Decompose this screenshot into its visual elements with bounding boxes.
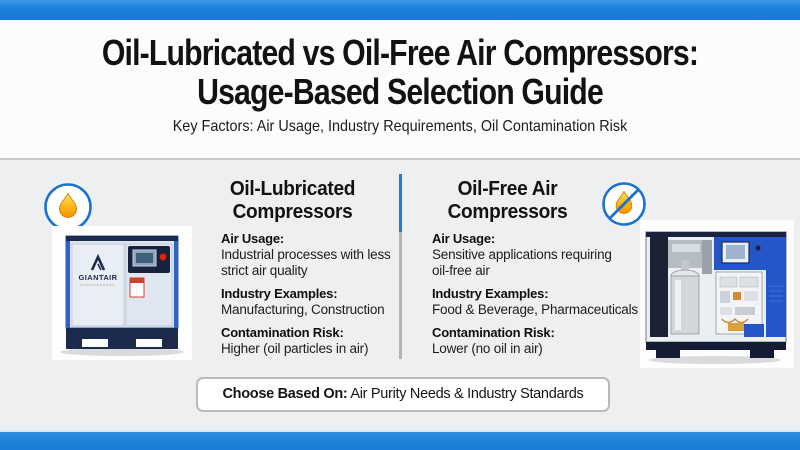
row-label: Contamination Risk: <box>221 325 344 340</box>
row-label: Contamination Risk: <box>432 325 555 340</box>
oil-drop-icon <box>42 181 94 238</box>
row-value: Manufacturing, Construction <box>221 302 385 317</box>
right-row-industry-examples: Industry Examples: Food & Beverage, Phar… <box>432 286 638 318</box>
row-label: Industry Examples: <box>221 286 338 301</box>
brand-text: GIANTAIR <box>79 273 118 282</box>
no-oil-drop-icon <box>600 180 648 233</box>
subtitle: Key Factors: Air Usage, Industry Require… <box>172 118 628 135</box>
row-value: Food & Beverage, Pharmaceuticals <box>432 302 638 317</box>
row-label: Industry Examples: <box>432 286 549 301</box>
oil-lubricated-compressor-image: GIANTAIR COMPRESSORS <box>52 226 192 360</box>
footer-value: Air Purity Needs & Industry Standards <box>350 386 584 402</box>
right-column-details: Air Usage: Sensitive applications requir… <box>432 231 638 364</box>
right-heading-line-1: Oil-Free Air <box>457 177 558 200</box>
right-heading-line-2: Compressors <box>447 200 568 223</box>
right-row-air-usage: Air Usage: Sensitive applications requir… <box>432 231 612 279</box>
oil-free-compressor-image <box>640 220 794 368</box>
footer-recommendation: Choose Based On: Air Purity Needs & Indu… <box>196 377 610 412</box>
right-column-heading: Oil-Free Air Compressors <box>431 177 584 223</box>
divider-top <box>399 174 402 232</box>
row-label: Air Usage: <box>221 231 285 246</box>
bottom-accent-bar <box>0 430 800 450</box>
left-column-heading: Oil-Lubricated Compressors <box>216 177 369 223</box>
row-value: Lower (no oil in air) <box>432 341 543 356</box>
left-column-details: Air Usage: Industrial processes with les… <box>221 231 399 364</box>
header: Oil-Lubricated vs Oil-Free Air Compresso… <box>0 20 800 160</box>
row-value: Industrial processes with less strict ai… <box>221 247 391 278</box>
title-line-1: Oil-Lubricated vs Oil-Free Air Compresso… <box>101 32 699 73</box>
left-row-air-usage: Air Usage: Industrial processes with les… <box>221 231 399 279</box>
top-accent-bar <box>0 0 800 20</box>
row-label: Air Usage: <box>432 231 496 246</box>
page-title: Oil-Lubricated vs Oil-Free Air Compresso… <box>0 20 800 111</box>
title-line-2: Usage-Based Selection Guide <box>197 71 604 112</box>
right-row-contamination-risk: Contamination Risk: Lower (no oil in air… <box>432 325 612 357</box>
divider-bottom <box>399 232 402 359</box>
footer-label: Choose Based On: <box>222 386 348 402</box>
brand-subtext: COMPRESSORS <box>80 283 115 287</box>
left-row-contamination-risk: Contamination Risk: Higher (oil particle… <box>221 325 399 357</box>
left-row-industry-examples: Industry Examples: Manufacturing, Constr… <box>221 286 399 318</box>
row-value: Higher (oil particles in air) <box>221 341 369 356</box>
left-heading-line-2: Compressors <box>232 200 353 223</box>
left-heading-line-1: Oil-Lubricated <box>229 177 356 200</box>
row-value: Sensitive applications requiring oil-fre… <box>432 247 612 278</box>
